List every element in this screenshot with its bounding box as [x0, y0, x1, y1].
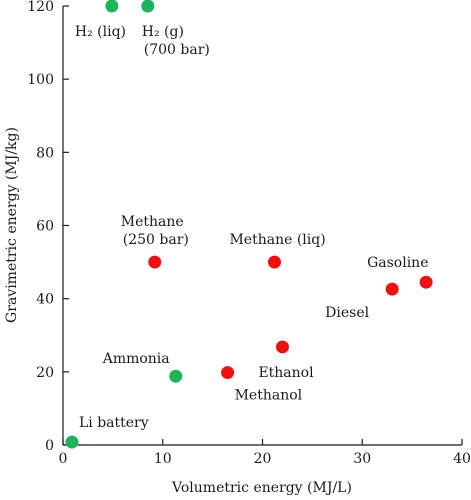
- point-label: Gasoline: [367, 255, 428, 271]
- point-label: Methane (liq): [229, 232, 325, 248]
- point-label-line: Ammonia: [102, 351, 170, 367]
- point-label-line: Li battery: [79, 415, 149, 431]
- y-tick-label-60: 60: [36, 219, 54, 235]
- data-point: [267, 255, 281, 269]
- point-label-line: Ethanol: [258, 365, 314, 381]
- point-label: Ethanol: [258, 365, 314, 381]
- y-tick-label-0: 0: [45, 438, 54, 454]
- x-axis-label: Volumetric energy (MJ/L): [171, 480, 352, 496]
- point-label-line: (700 bar): [144, 42, 210, 58]
- y-axis-label: Gravimetric energy (MJ/kg): [4, 127, 20, 323]
- point-label-line: Methane: [121, 214, 184, 230]
- x-tick-label-20: 20: [254, 451, 272, 467]
- point-labels: H₂ (liq) H₂ (g) (700 bar)Methane (250 bar) M…: [75, 24, 429, 431]
- point-label-line: Diesel: [325, 305, 369, 321]
- data-point: [385, 282, 399, 296]
- point-label: Methanol: [235, 388, 303, 404]
- x-tick-label-0: 0: [59, 451, 68, 467]
- point-label-line: H₂ (g): [142, 24, 184, 40]
- x-tick-label-40: 40: [453, 451, 471, 467]
- data-point: [105, 0, 119, 13]
- point-label: Methane (250 bar): [121, 214, 189, 248]
- data-point: [419, 275, 433, 289]
- data-point: [148, 255, 162, 269]
- data-point: [169, 369, 183, 383]
- tick-group: 0 10 20 30 40 0 20 40 60 80 100 120: [27, 0, 471, 467]
- y-tick-label-40: 40: [36, 292, 54, 308]
- data-points: [65, 0, 433, 449]
- data-point: [65, 435, 79, 449]
- y-tick-label-20: 20: [36, 365, 54, 381]
- y-tick-label-120: 120: [27, 0, 54, 15]
- y-tick-label-100: 100: [27, 72, 54, 88]
- point-label: H₂ (g) (700 bar): [142, 24, 210, 58]
- point-label: Ammonia: [102, 351, 170, 367]
- data-point: [221, 366, 235, 380]
- x-tick-label-30: 30: [353, 451, 371, 467]
- point-label: Li battery: [79, 415, 149, 431]
- point-label-line: Gasoline: [367, 255, 428, 271]
- point-label-line: Methanol: [235, 388, 303, 404]
- point-label: Diesel: [325, 305, 369, 321]
- point-label: H₂ (liq): [75, 24, 126, 40]
- data-point: [141, 0, 155, 13]
- x-tick-label-10: 10: [154, 451, 172, 467]
- point-label-line: Methane (liq): [229, 232, 325, 248]
- y-tick-label-80: 80: [36, 145, 54, 161]
- data-point: [275, 340, 289, 354]
- point-label-line: H₂ (liq): [75, 24, 126, 40]
- point-label-line: (250 bar): [123, 232, 189, 248]
